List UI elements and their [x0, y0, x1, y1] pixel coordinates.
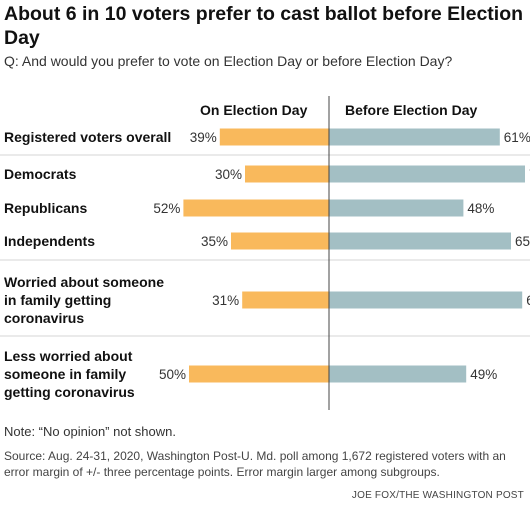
category-label: someone in family	[4, 366, 126, 382]
data-label-before-election-day: 69%	[526, 293, 530, 308]
data-label-on-election-day: 31%	[212, 293, 239, 308]
legend-on-election-day: On Election Day	[200, 102, 308, 118]
chart-note: Note: “No opinion” not shown.	[4, 424, 176, 439]
chart-source: Source: Aug. 24-31, 2020, Washington Pos…	[4, 449, 506, 479]
category-label: Worried about someone	[4, 274, 164, 290]
data-label-on-election-day: 39%	[190, 130, 217, 145]
chart-credit: JOE FOX/THE WASHINGTON POST	[351, 490, 524, 501]
diverging-bar-chart: Registered voters overall 39% 61% Democrats…	[0, 96, 530, 410]
bar-on-election-day	[231, 232, 329, 250]
bar-on-election-day	[189, 365, 329, 383]
bar-before-election-day	[329, 365, 467, 383]
bar-on-election-day	[219, 128, 329, 146]
category-label: in family getting	[4, 292, 111, 308]
bar-on-election-day	[242, 291, 329, 309]
category-label: coronavirus	[4, 310, 84, 326]
data-label-before-election-day: 48%	[467, 201, 494, 216]
bar-before-election-day	[329, 165, 525, 183]
data-label-before-election-day: 65%	[515, 234, 530, 249]
category-label: Independents	[4, 233, 95, 249]
data-label-before-election-day: 61%	[504, 130, 530, 145]
bar-on-election-day	[245, 165, 329, 183]
survey-question: Q: And would you prefer to vote on Elect…	[4, 53, 453, 69]
bar-on-election-day	[183, 199, 329, 217]
category-label: Republicans	[4, 200, 87, 216]
category-label: getting coronavirus	[4, 384, 135, 400]
category-label: Registered voters overall	[4, 129, 171, 145]
data-label-on-election-day: 50%	[159, 367, 186, 382]
chart-title: About 6 in 10 voters prefer to cast ball…	[4, 3, 524, 49]
category-label: Democrats	[4, 166, 77, 182]
bar-before-election-day	[329, 128, 500, 146]
data-label-on-election-day: 52%	[153, 201, 180, 216]
data-label-before-election-day: 49%	[470, 367, 497, 382]
legend-before-election-day: Before Election Day	[345, 102, 478, 118]
bar-before-election-day	[329, 199, 464, 217]
category-label: Less worried about	[4, 348, 133, 364]
data-label-on-election-day: 35%	[201, 234, 228, 249]
data-label-on-election-day: 30%	[215, 167, 242, 182]
bar-before-election-day	[329, 232, 511, 250]
bar-before-election-day	[329, 291, 523, 309]
